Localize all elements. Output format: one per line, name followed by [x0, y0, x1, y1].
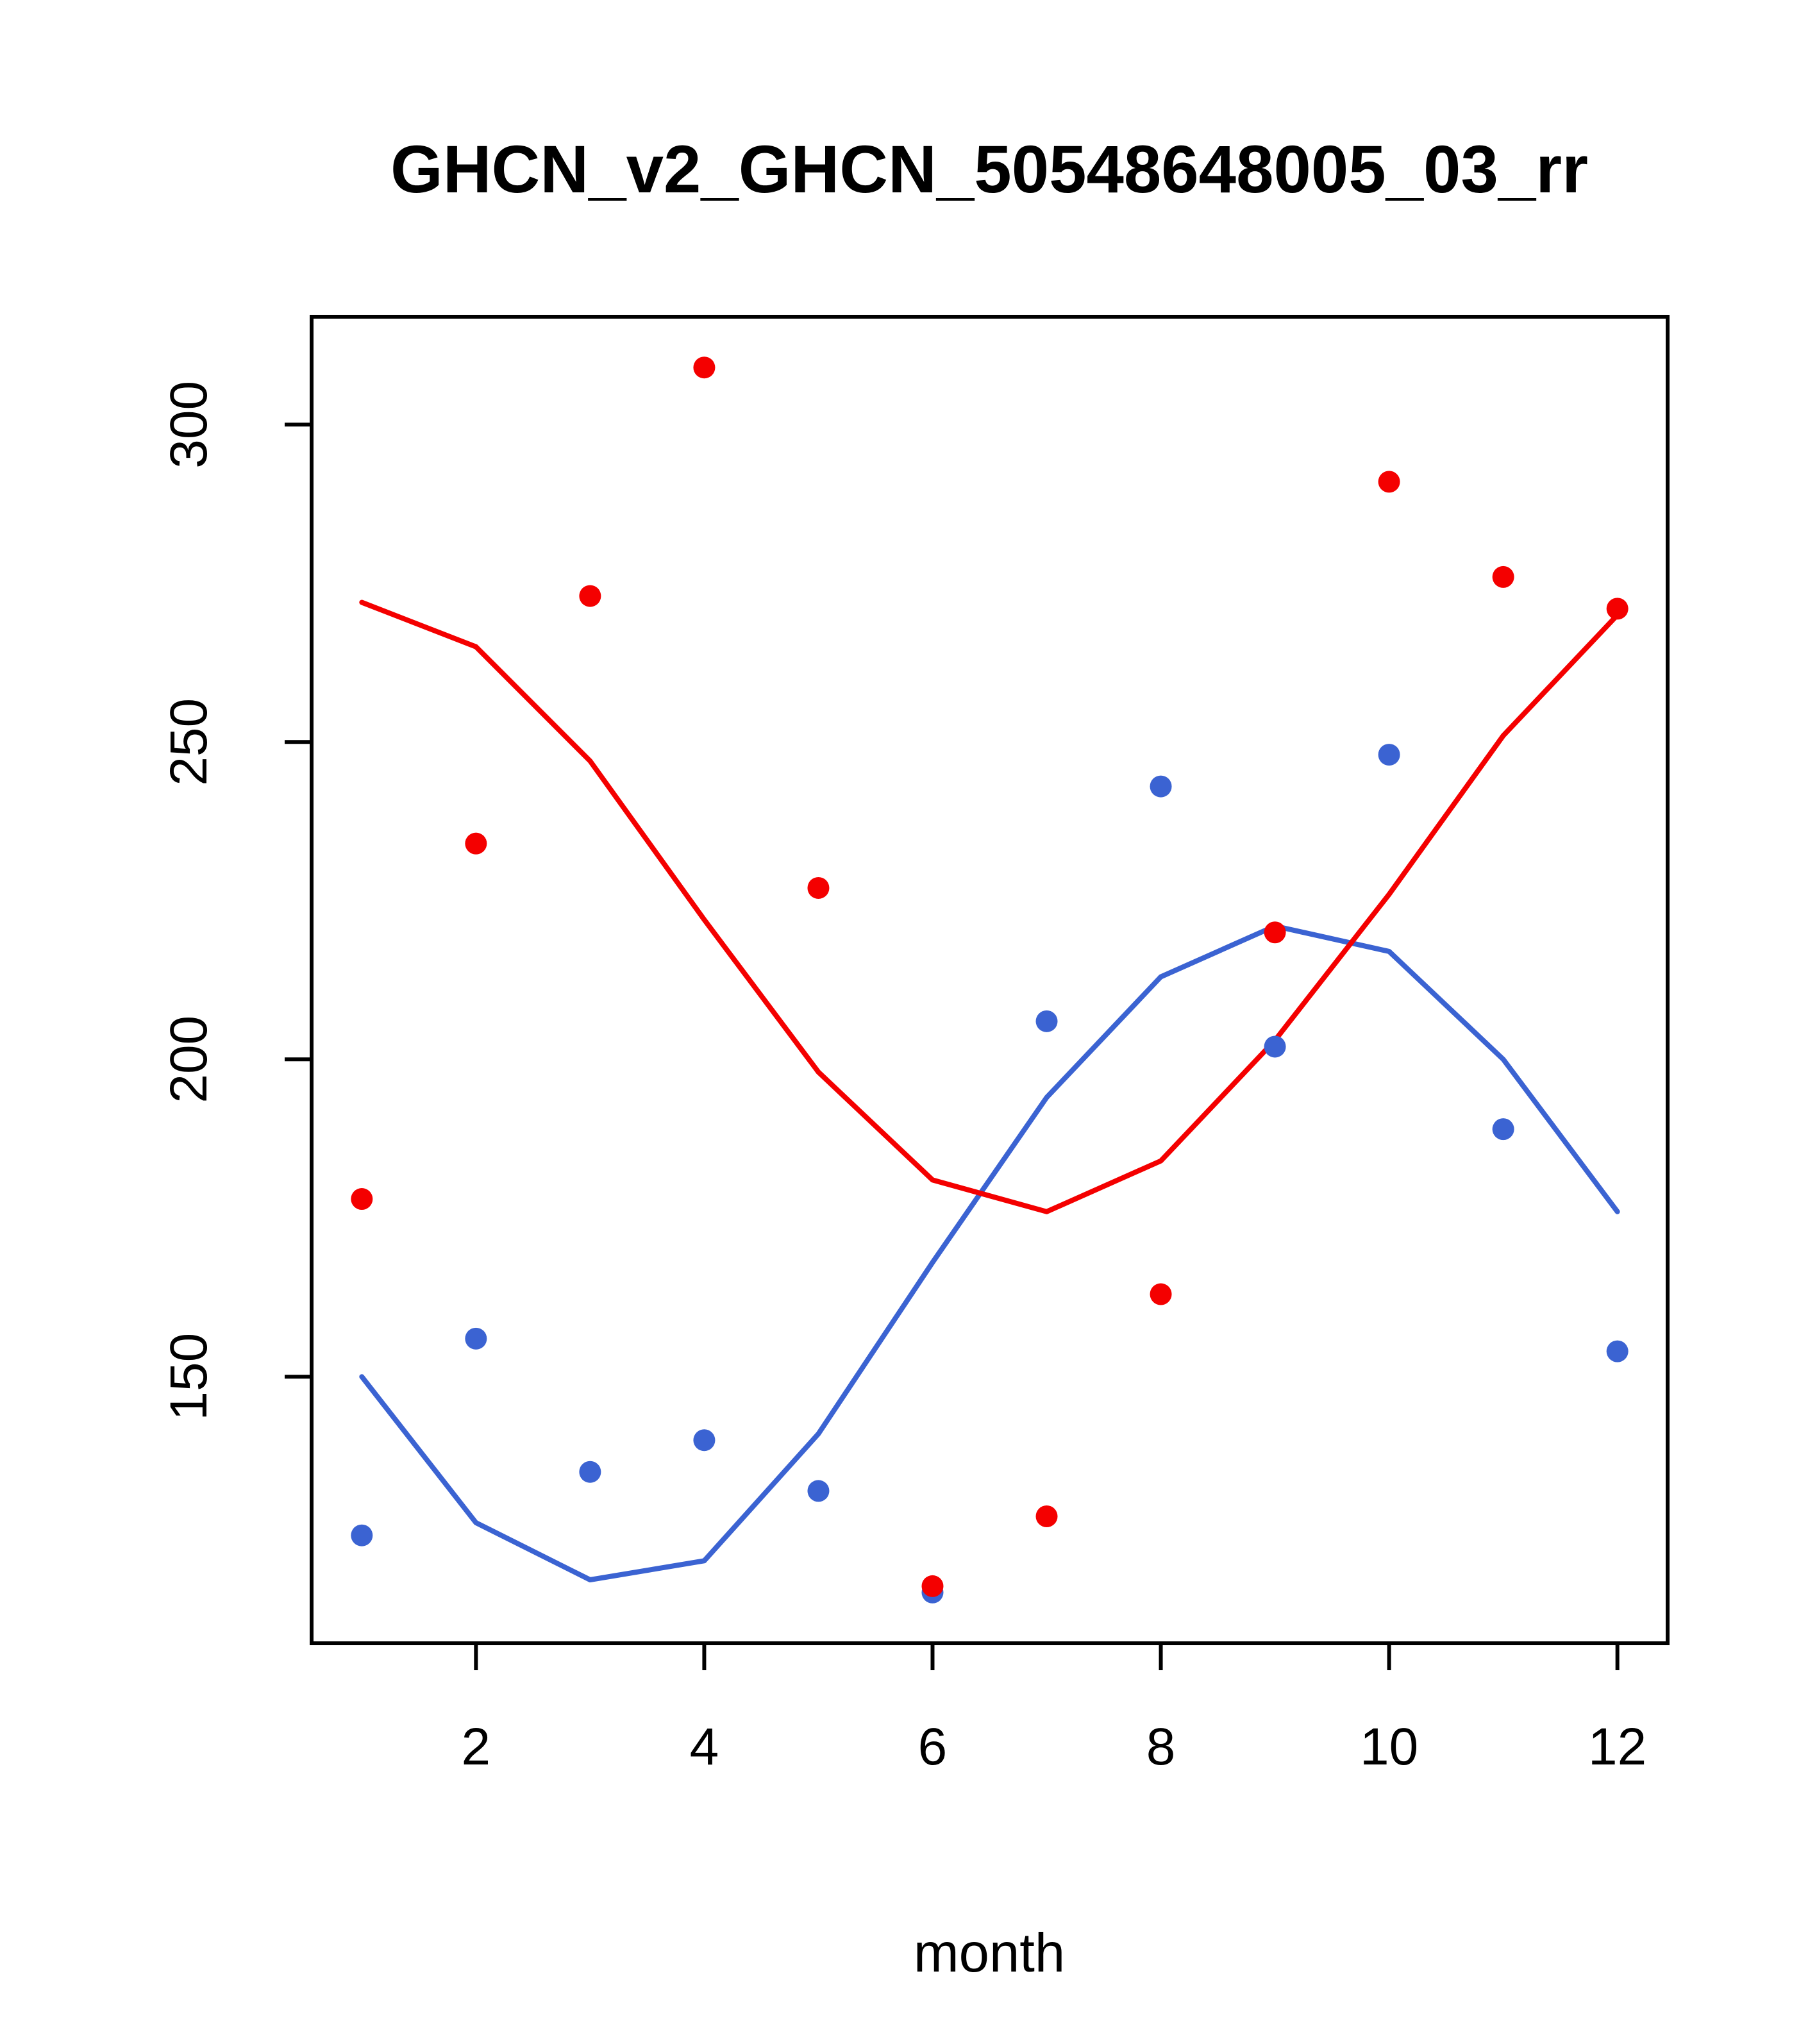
chart-title: GHCN_v2_GHCN_50548648005_03_rr: [390, 132, 1588, 207]
blue-point: [693, 1429, 716, 1452]
blue-point: [1150, 775, 1172, 798]
blue-smooth-line: [359, 923, 1620, 1583]
x-tick-label: 6: [918, 1718, 948, 1776]
red-point: [579, 585, 601, 607]
blue-point: [807, 1480, 830, 1502]
blue-point: [465, 1327, 487, 1350]
blue-point: [1606, 1340, 1629, 1362]
red-point: [1492, 565, 1514, 588]
red-point: [921, 1575, 944, 1597]
red-point: [1606, 598, 1629, 620]
blue-point: [1378, 744, 1400, 766]
red-point: [807, 876, 830, 899]
red-point: [1378, 471, 1400, 493]
blue-point: [1035, 1010, 1058, 1032]
x-tick-label: 8: [1146, 1718, 1176, 1776]
red-point: [693, 356, 716, 379]
x-axis-label: month: [914, 1923, 1065, 1984]
blue-point: [351, 1524, 373, 1546]
blue-point: [1264, 1035, 1286, 1058]
red-point: [351, 1188, 373, 1210]
x-tick-label: 2: [462, 1718, 491, 1776]
y-tick-label: 200: [160, 1016, 218, 1103]
red-point: [1035, 1505, 1058, 1528]
plot-box: [310, 315, 1670, 1645]
chart-series: [351, 356, 1629, 1604]
blue-point: [1492, 1118, 1514, 1141]
y-tick-label: 300: [160, 381, 218, 469]
red-point: [1264, 921, 1286, 944]
x-tick-label: 12: [1588, 1718, 1646, 1776]
red-smooth-line: [359, 599, 1620, 1214]
axis-ticks: 2 4 6 8 10 12 150 200 250 300: [160, 381, 1646, 1776]
red-point: [1150, 1283, 1172, 1305]
y-tick-label: 150: [160, 1333, 218, 1421]
x-tick-label: 4: [690, 1718, 719, 1776]
blue-point: [579, 1461, 601, 1483]
red-point: [465, 832, 487, 855]
y-tick-label: 250: [160, 698, 218, 786]
x-tick-label: 10: [1360, 1718, 1418, 1776]
